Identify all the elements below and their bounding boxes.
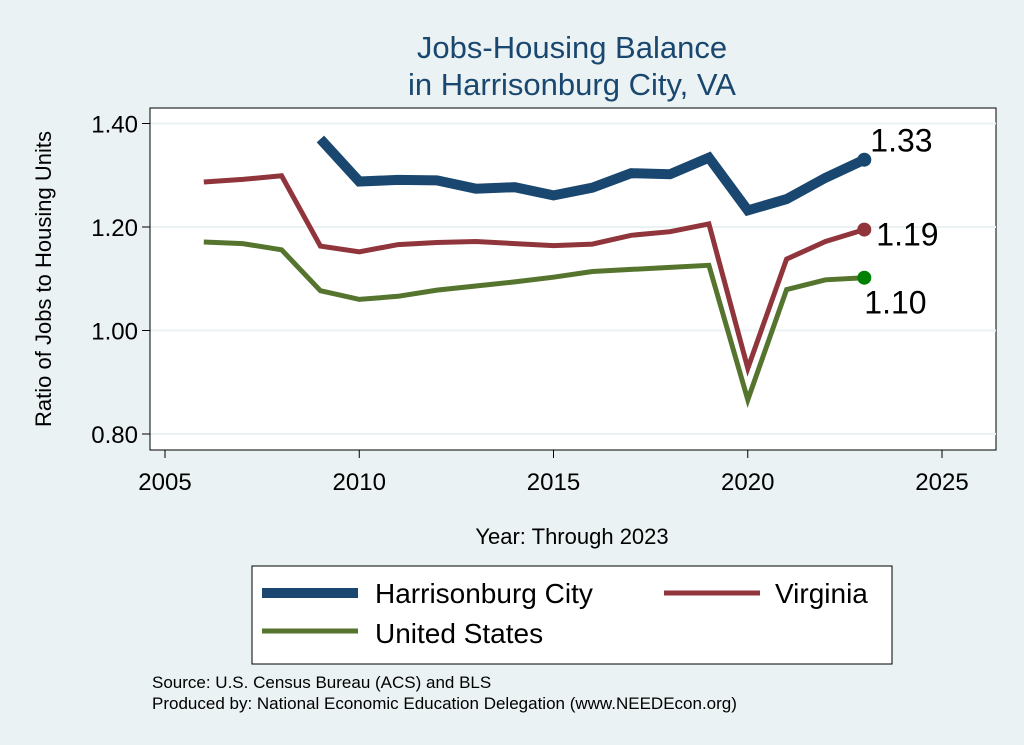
series-lines <box>203 135 867 408</box>
series-line-united-states <box>203 239 865 408</box>
x-tick-label: 2005 <box>138 469 191 496</box>
x-axis: 2005 2010 2015 2020 2025 <box>138 449 996 496</box>
y-axis: 0.80 1.00 1.20 1.40 <box>91 108 151 450</box>
source-note: Source: U.S. Census Bureau (ACS) and BLS <box>152 673 491 692</box>
y-tick-label: 0.80 <box>91 422 138 449</box>
series-line-virginia <box>203 173 866 377</box>
x-tick-label: 2010 <box>333 469 386 496</box>
series-line-harrisonburg-city <box>316 135 867 217</box>
y-tick-label: 1.20 <box>91 215 138 242</box>
legend-label-united-states: United States <box>375 618 543 649</box>
legend-label-harrisonburg-city: Harrisonburg City <box>375 578 593 609</box>
grid-lines <box>150 122 996 435</box>
end-marker-harrisonburg-city <box>857 152 872 167</box>
legend-box <box>251 565 893 665</box>
x-tick-label: 2025 <box>915 469 968 496</box>
end-marker-virginia <box>857 222 872 237</box>
producer-note: Produced by: National Economic Education… <box>152 694 737 713</box>
chart-title-line-2: in Harrisonburg City, VA <box>408 67 736 102</box>
end-value-label-united-states: 1.10 <box>864 285 926 321</box>
y-axis-title: Ratio of Jobs to Housing Units <box>31 131 56 427</box>
x-axis-title: Year: Through 2023 <box>475 524 668 549</box>
legend-label-virginia: Virginia <box>775 578 868 609</box>
end-labels: 1.33 1.19 1.10 <box>864 123 938 321</box>
end-markers <box>857 152 872 285</box>
y-tick-label: 1.40 <box>91 112 138 139</box>
legend: Harrisonburg City Virginia United States <box>262 578 868 649</box>
end-value-label-harrisonburg-city: 1.33 <box>870 123 932 159</box>
end-value-label-virginia: 1.19 <box>876 217 938 253</box>
x-tick-label: 2020 <box>721 469 774 496</box>
chart-title-line-1: Jobs-Housing Balance <box>417 30 727 65</box>
y-tick-label: 1.00 <box>91 319 138 346</box>
x-tick-label: 2015 <box>527 469 580 496</box>
end-marker-united-states <box>857 270 872 285</box>
